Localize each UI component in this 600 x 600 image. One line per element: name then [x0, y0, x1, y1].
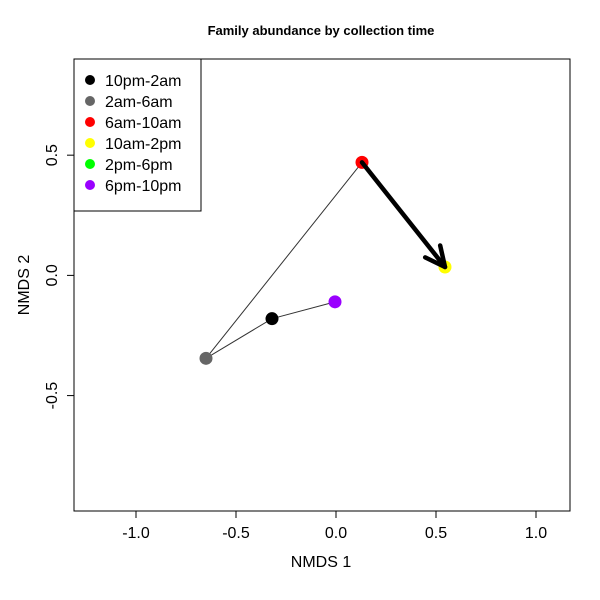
x-tick-label: 0.0	[325, 525, 347, 542]
legend-marker	[85, 180, 95, 190]
legend-marker	[85, 75, 95, 85]
data-point	[265, 312, 279, 326]
x-tick-label: 0.5	[425, 525, 447, 542]
trajectory-line	[205, 162, 363, 359]
arrow-head	[422, 243, 448, 270]
legend-label: 6am-10am	[105, 115, 181, 132]
x-tick-label: 1.0	[525, 525, 547, 542]
y-axis: -0.5 0.0 0.5	[44, 144, 75, 410]
legend-marker	[85, 159, 95, 169]
y-tick-label: 0.5	[44, 144, 61, 166]
y-tick-label: -0.5	[44, 382, 61, 410]
data-point	[199, 351, 213, 365]
x-tick-label: -0.5	[222, 525, 250, 542]
legend-label: 2pm-6pm	[105, 157, 173, 174]
x-axis: -1.0 -0.5 0.0 0.5 1.0	[122, 510, 547, 542]
y-tick-label: 0.0	[44, 264, 61, 286]
x-tick-label: -1.0	[122, 525, 150, 542]
legend-label: 6pm-10pm	[105, 178, 181, 195]
y-axis-label: NMDS 2	[16, 255, 33, 316]
legend-marker	[85, 138, 95, 148]
legend-label: 10pm-2am	[105, 73, 181, 90]
chart-title: Family abundance by collection time	[208, 23, 435, 38]
legend-label: 10am-2pm	[105, 136, 181, 153]
arrow-shaft	[359, 160, 448, 270]
data-point	[328, 295, 342, 309]
x-axis-label: NMDS 1	[291, 554, 352, 571]
plot-area	[199, 155, 452, 365]
legend-marker	[85, 96, 95, 106]
legend-label: 2am-6am	[105, 94, 173, 111]
legend: 10pm-2am 2am-6am 6am-10am 10am-2pm 2pm-6pm 6p…	[73, 58, 202, 212]
legend-marker	[85, 117, 95, 127]
legend-box	[73, 58, 202, 212]
